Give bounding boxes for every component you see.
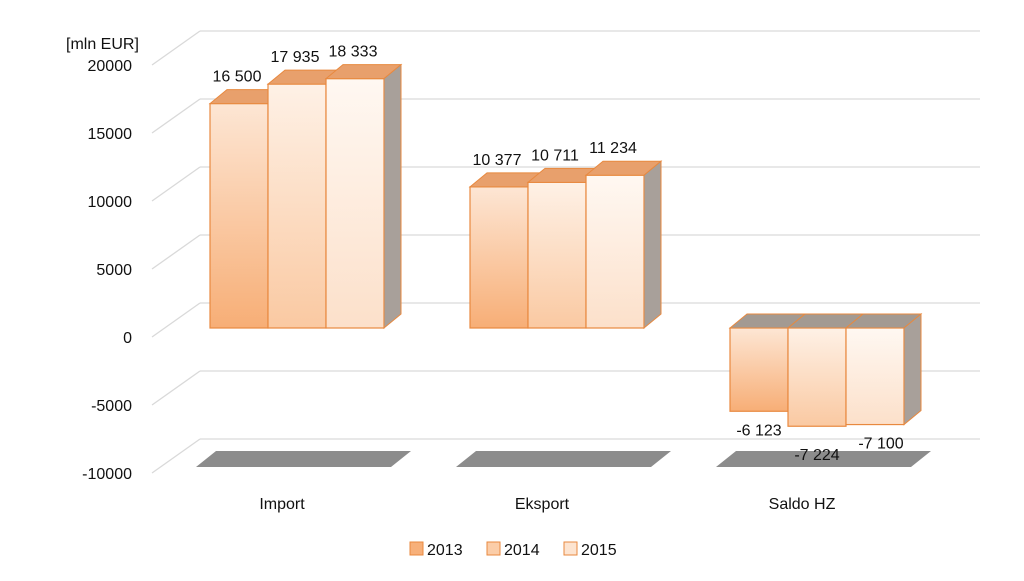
gridline: [151, 438, 201, 474]
data-label: 10 711: [531, 147, 579, 164]
bar: [468, 172, 547, 329]
legend-label: 2015: [581, 542, 617, 559]
y-tick-label: 0: [123, 330, 132, 347]
legend-label: 2014: [504, 542, 540, 559]
data-label: -7 100: [858, 436, 903, 453]
x-category-label: Saldo HZ: [769, 496, 836, 513]
bar-floor-shadow: [196, 451, 411, 467]
data-label: -6 123: [736, 422, 781, 439]
y-tick-label: 5000: [96, 262, 132, 279]
legend-entry: 2015: [563, 541, 617, 559]
y-tick-label: -5000: [91, 398, 132, 415]
y-tick-label: 20000: [88, 58, 133, 75]
bar-floor-shadow: [456, 451, 671, 467]
bar: [728, 313, 807, 412]
bar-floor-shadow: [716, 451, 931, 467]
bar: [208, 89, 287, 329]
bar: [324, 63, 403, 330]
gridline: [151, 370, 201, 406]
legend-swatch: [486, 541, 501, 556]
x-category-label: Import: [259, 496, 305, 513]
y-tick-label: -10000: [82, 466, 132, 483]
x-category-label: Eksport: [515, 496, 570, 513]
legend-swatch: [409, 541, 424, 556]
data-label: 18 333: [329, 44, 378, 61]
data-label: 10 377: [473, 152, 522, 169]
legend-entry: 2014: [486, 541, 540, 559]
bar: [584, 160, 663, 330]
y-axis-unit-label: [mln EUR]: [66, 36, 139, 53]
bar: [844, 312, 923, 426]
bar: [526, 167, 605, 329]
y-tick-label: 15000: [88, 126, 133, 143]
gridline: [151, 98, 201, 134]
data-label: -7 224: [794, 447, 839, 464]
gridline: [151, 166, 201, 202]
y-tick-label: 10000: [88, 194, 133, 211]
legend-entry: 2013: [409, 541, 463, 559]
gridline: [151, 234, 201, 270]
data-label: 17 935: [271, 49, 320, 66]
data-label: 11 234: [589, 140, 637, 157]
legend-label: 2013: [427, 542, 463, 559]
legend-swatch: [563, 541, 578, 556]
gridline: [151, 30, 201, 66]
gridline: [151, 302, 201, 338]
bar: [266, 69, 345, 329]
data-label: 16 500: [213, 69, 262, 86]
